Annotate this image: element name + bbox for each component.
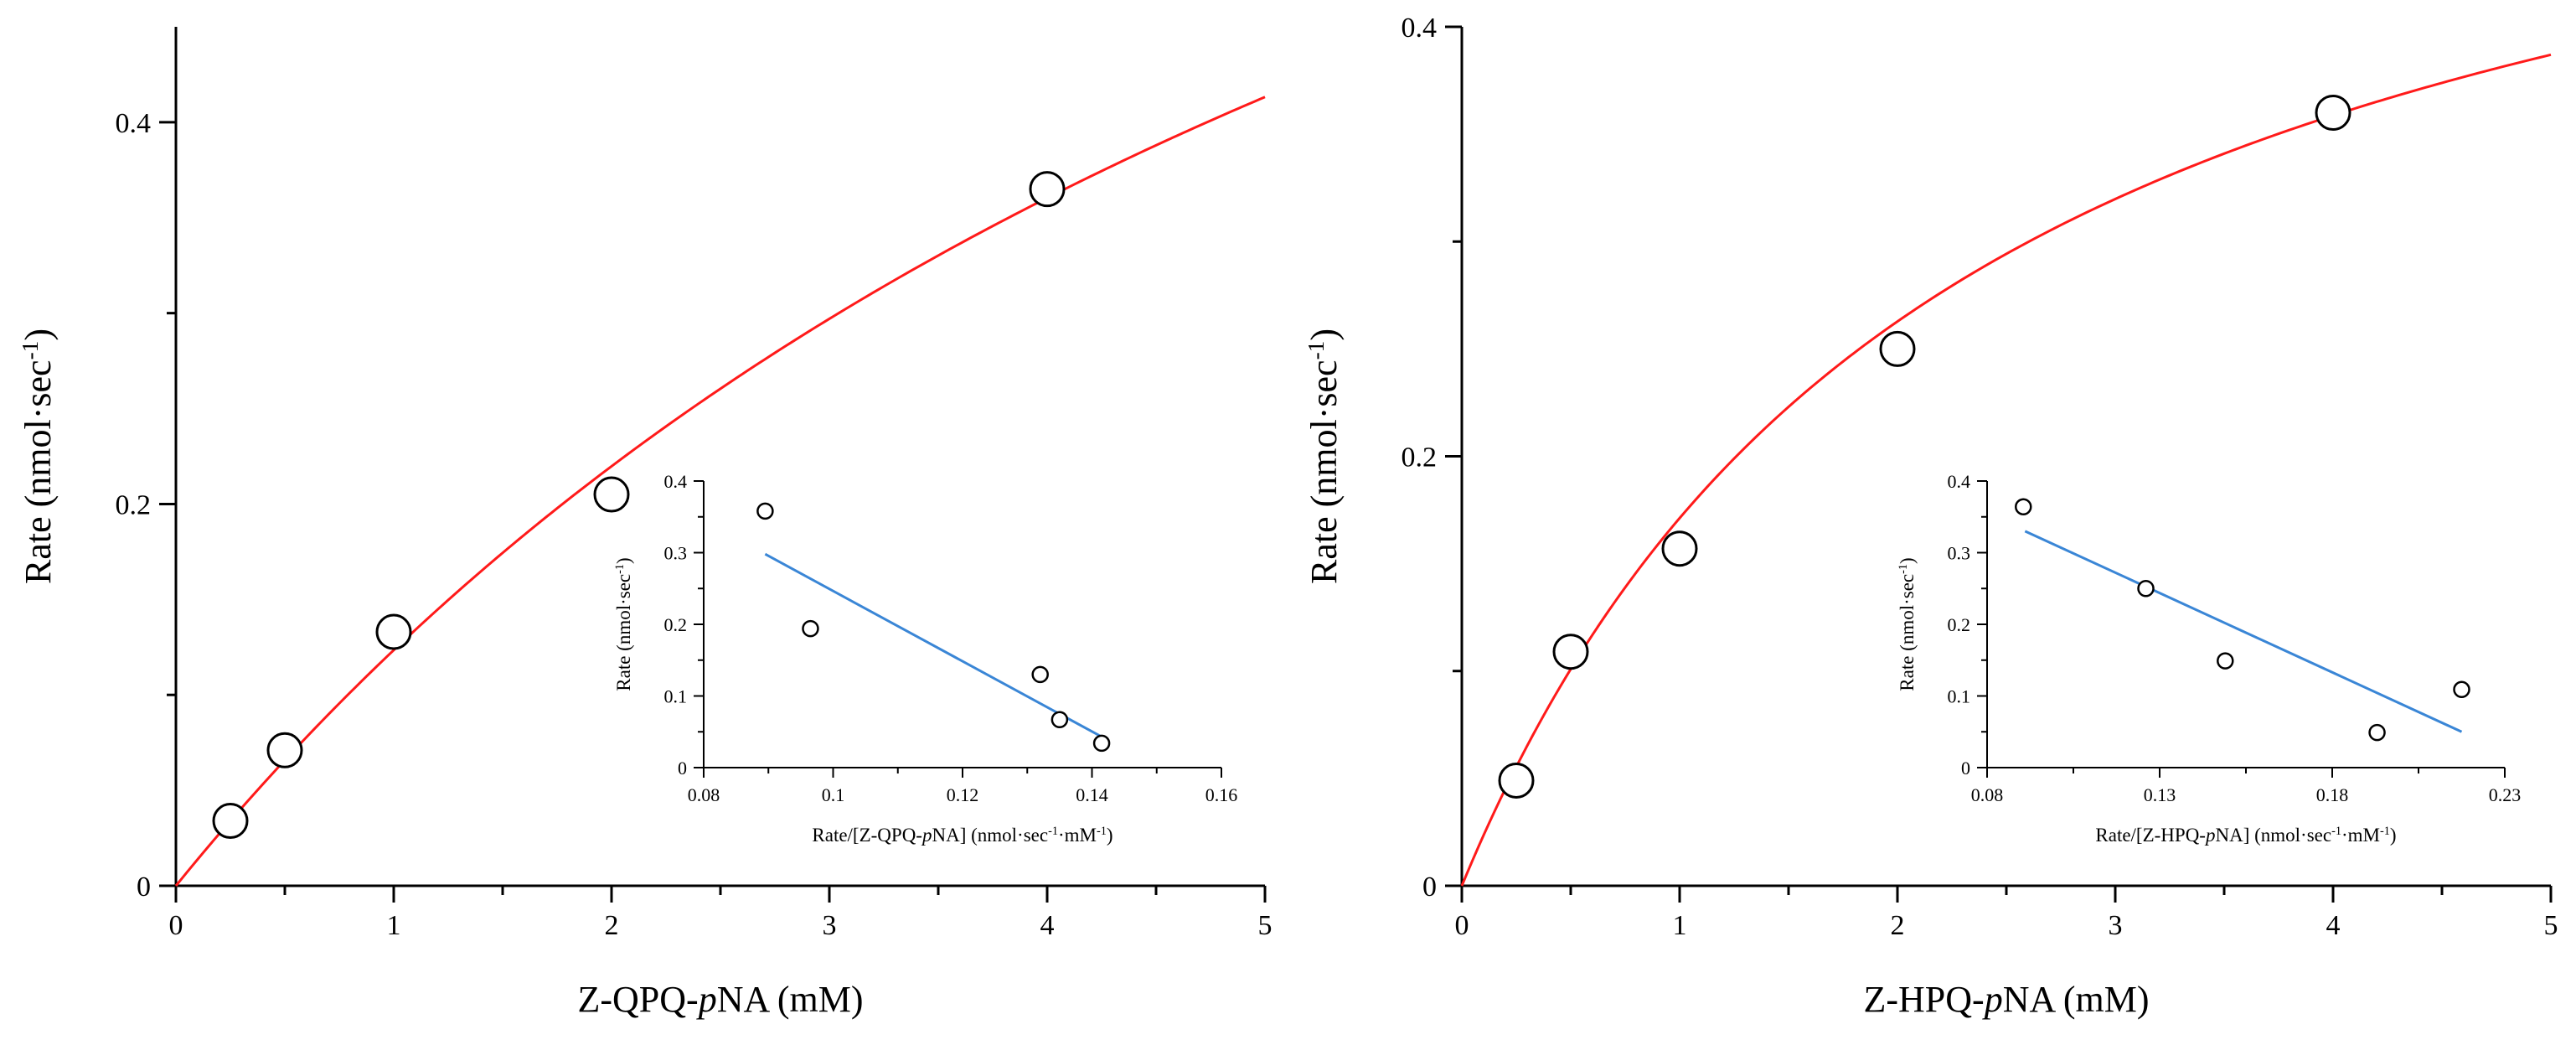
inset-y-axis-title: Rate (nmol·sec-1) — [613, 557, 634, 691]
data-point — [2315, 95, 2351, 131]
y-axis-title: Rate (nmol·sec-1) — [18, 329, 59, 584]
inset-data-point — [2217, 652, 2234, 670]
inset-y-axis-title: Rate (nmol·sec-1) — [1897, 557, 1918, 691]
inset-y-tick-label: 0.3 — [1948, 543, 1971, 564]
inset-y-tick-label: 0.1 — [1948, 686, 1971, 707]
fit-curve-line — [1460, 53, 2552, 887]
x-tick-label: 3 — [2109, 910, 2123, 941]
inset-x-axis-title: Rate/[Z-QPQ-pNA] (nmol·sec-1·mM-1) — [812, 825, 1112, 846]
inset-data-point — [2137, 580, 2155, 598]
inset-fit-line — [2024, 530, 2463, 733]
data-point — [266, 732, 303, 768]
x-tick-label: 2 — [605, 910, 619, 941]
x-tick-label: 1 — [1673, 910, 1687, 941]
x-tick-label: 5 — [1258, 910, 1273, 941]
inset-data-point — [2453, 680, 2470, 699]
y-tick-label: 0.2 — [1402, 442, 1438, 473]
inset-y-tick-label: 0.2 — [664, 614, 688, 635]
y-axis-title: Rate (nmol·sec-1) — [1303, 329, 1345, 584]
inset-y-tick-label: 0.4 — [664, 471, 688, 492]
inset-data-point — [2368, 723, 2386, 742]
data-point — [1029, 171, 1066, 208]
x-axis-title: Z-QPQ-pNA (mM) — [578, 979, 864, 1020]
data-point — [1552, 634, 1589, 670]
y-tick-label: 0.2 — [116, 489, 152, 520]
inset-data-point — [802, 619, 819, 638]
x-tick-label: 5 — [2544, 910, 2558, 941]
data-point — [1661, 530, 1698, 567]
inset-data-point — [756, 502, 774, 520]
data-point — [212, 803, 249, 840]
inset-data-point — [1092, 734, 1111, 753]
y-tick-label: 0 — [137, 872, 151, 903]
inset-y-tick-label: 0.1 — [664, 686, 688, 707]
inset-x-tick-label: 0.18 — [2316, 784, 2349, 805]
inset-x-tick-label: 0.12 — [947, 784, 979, 805]
inset-y-tick-label: 0 — [678, 758, 687, 779]
inset-x-tick-label: 0.13 — [2144, 784, 2176, 805]
x-tick-label: 0 — [169, 910, 183, 941]
inset-y-tick-label: 0 — [1961, 758, 1970, 779]
inset-y-tick-label: 0.3 — [664, 543, 688, 564]
data-point — [375, 613, 412, 650]
inset-data-point — [2015, 498, 2032, 516]
inset-x-axis-title: Rate/[Z-HPQ-pNA] (nmol·sec-1·mM-1) — [2095, 825, 2396, 846]
x-tick-label: 4 — [1040, 910, 1055, 941]
x-tick-label: 2 — [1891, 910, 1905, 941]
x-tick-label: 4 — [2326, 910, 2341, 941]
data-point — [593, 476, 630, 513]
inset-y-tick-label: 0.2 — [1948, 614, 1971, 635]
x-tick-label: 1 — [387, 910, 401, 941]
inset-y-tick-label: 0.4 — [1948, 471, 1971, 492]
chart-panel-2: 0 1 2 3 4 5 0 0.2 0.4 Z-HPQ-pNA (mM) Rate (nmol·se… — [1303, 13, 2558, 1020]
inset-x-tick-label: 0.1 — [822, 784, 845, 805]
inset-chart: 0.08 0.13 0.18 0.23 0 0.1 0.2 0.3 0.4 Rate/[Z-HPQ… — [1897, 471, 2521, 846]
x-axis-title: Z-HPQ-pNA (mM) — [1864, 979, 2150, 1020]
inset-x-tick-label: 0.14 — [1076, 784, 1108, 805]
y-tick-label: 0 — [1422, 872, 1437, 903]
data-point — [1879, 330, 1916, 367]
data-point — [1498, 762, 1535, 799]
y-tick-label: 0.4 — [1402, 13, 1438, 44]
fit-curve-line — [174, 96, 1266, 887]
y-tick-label: 0.4 — [116, 108, 152, 139]
inset-x-tick-label: 0.08 — [1971, 784, 2004, 805]
inset-x-tick-label: 0.16 — [1205, 784, 1238, 805]
inset-data-point — [1031, 665, 1049, 684]
inset-data-point — [1051, 711, 1069, 728]
inset-x-tick-label: 0.08 — [688, 784, 720, 805]
x-tick-label: 3 — [823, 910, 837, 941]
x-tick-label: 0 — [1455, 910, 1469, 941]
inset-chart: 0.08 0.1 0.12 0.14 0.16 0 0.1 0.2 0.3 0.4 Rate/[Z-… — [613, 471, 1237, 846]
inset-x-tick-label: 0.23 — [2489, 784, 2522, 805]
chart-panel-1: 0 1 2 3 4 5 0 0.2 0.4 Z-QPQ-pNA (mM) Rate (nmol·se… — [18, 27, 1273, 1020]
inset-fit-line — [764, 552, 1102, 738]
